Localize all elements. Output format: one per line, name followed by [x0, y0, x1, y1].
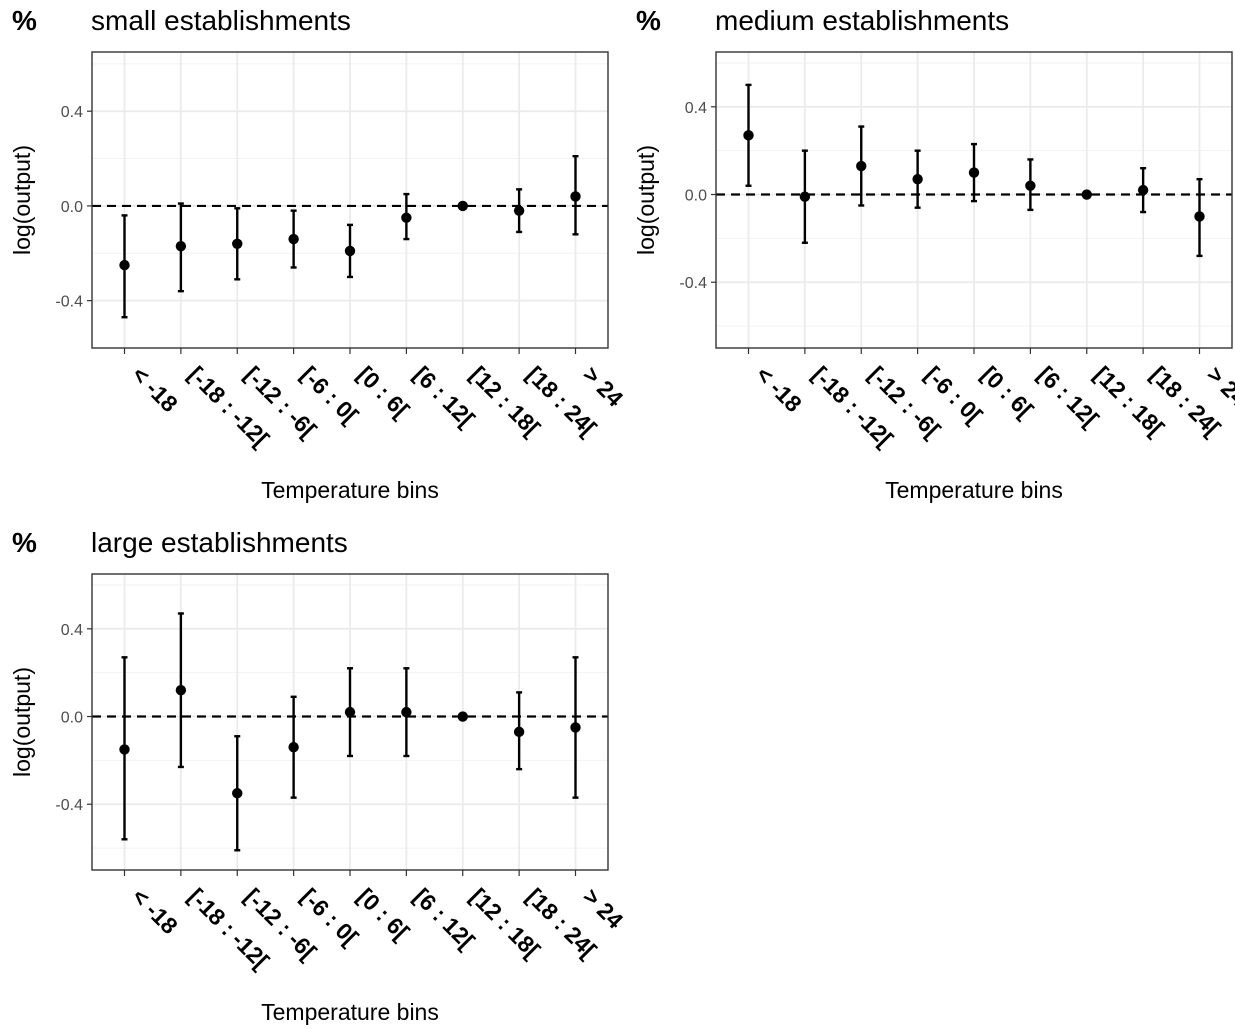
- estimate-point: [119, 259, 130, 271]
- estimate-point: [743, 130, 754, 141]
- estimate-point: [570, 722, 581, 733]
- estimate-point: [912, 173, 923, 185]
- estimate-point: [513, 726, 525, 738]
- x-tick-label: > 24: [578, 361, 629, 412]
- y-tick-label: 0.0: [685, 188, 707, 205]
- estimate-point: [288, 742, 299, 753]
- estimate-point: [856, 160, 867, 172]
- estimate-point: [968, 167, 980, 178]
- panel-tag: %: [636, 5, 661, 36]
- estimate-point: [570, 191, 581, 202]
- panel-tag: %: [12, 5, 37, 36]
- y-axis-title: log(output): [9, 145, 35, 255]
- x-tick-label: [0 : 6[: [352, 361, 414, 423]
- x-tick-label: < -18: [127, 361, 183, 417]
- panel-title: large establishments: [91, 527, 348, 558]
- estimate-point: [1025, 180, 1036, 191]
- x-tick-label: < -18: [127, 883, 183, 939]
- estimate-point: [288, 233, 299, 245]
- y-tick-label: 0.4: [61, 104, 83, 121]
- estimate-point: [344, 245, 356, 257]
- chart-panel-2: % medium establishments-0.40.00.4< -18 [-1…: [633, 5, 1235, 503]
- estimate-point: [344, 706, 356, 718]
- x-tick-label: [6 : 12[: [409, 883, 480, 954]
- y-tick-label: 0.4: [685, 100, 707, 117]
- estimate-point: [175, 240, 187, 252]
- estimate-point: [401, 706, 412, 718]
- y-tick-label: -0.4: [55, 797, 83, 814]
- x-axis-title: Temperature bins: [261, 999, 439, 1025]
- x-tick-label: [6 : 12[: [409, 361, 480, 432]
- estimate-point: [799, 191, 811, 202]
- chart-panel-1: % small establishments-0.40.00.4< -18 [-18…: [9, 5, 629, 503]
- x-tick-label: < -18: [751, 361, 807, 417]
- estimate-point: [1137, 184, 1149, 196]
- panel-tag: %: [12, 527, 37, 558]
- y-axis-title: log(output): [9, 667, 35, 777]
- estimate-point: [119, 744, 130, 755]
- estimate-point: [232, 788, 243, 799]
- y-tick-label: 0.0: [61, 710, 83, 727]
- x-tick-label: [6 : 12[: [1033, 361, 1104, 432]
- estimate-point: [1194, 211, 1205, 222]
- y-tick-label: 0.0: [61, 199, 83, 216]
- x-tick-label: [0 : 6[: [976, 361, 1038, 423]
- y-tick-label: -0.4: [679, 275, 707, 292]
- estimate-point: [457, 711, 468, 722]
- estimate-point: [1081, 189, 1092, 200]
- x-tick-label: [0 : 6[: [352, 883, 414, 945]
- x-tick-label: > 24: [578, 883, 629, 934]
- x-axis-title: Temperature bins: [261, 477, 439, 503]
- x-axis-title: Temperature bins: [885, 477, 1063, 503]
- y-tick-label: -0.4: [55, 294, 83, 311]
- y-axis-title: log(output): [633, 145, 659, 255]
- panel-title: small establishments: [91, 5, 351, 36]
- estimate-point: [175, 685, 187, 696]
- panel-title: medium establishments: [715, 5, 1009, 36]
- chart-panel-3: % large establishments-0.40.00.4< -18 [-18…: [9, 527, 629, 1025]
- y-tick-label: 0.4: [61, 622, 83, 639]
- estimate-point: [232, 238, 243, 250]
- estimate-point: [401, 212, 412, 223]
- estimate-point: [513, 205, 525, 216]
- estimate-point: [457, 200, 468, 212]
